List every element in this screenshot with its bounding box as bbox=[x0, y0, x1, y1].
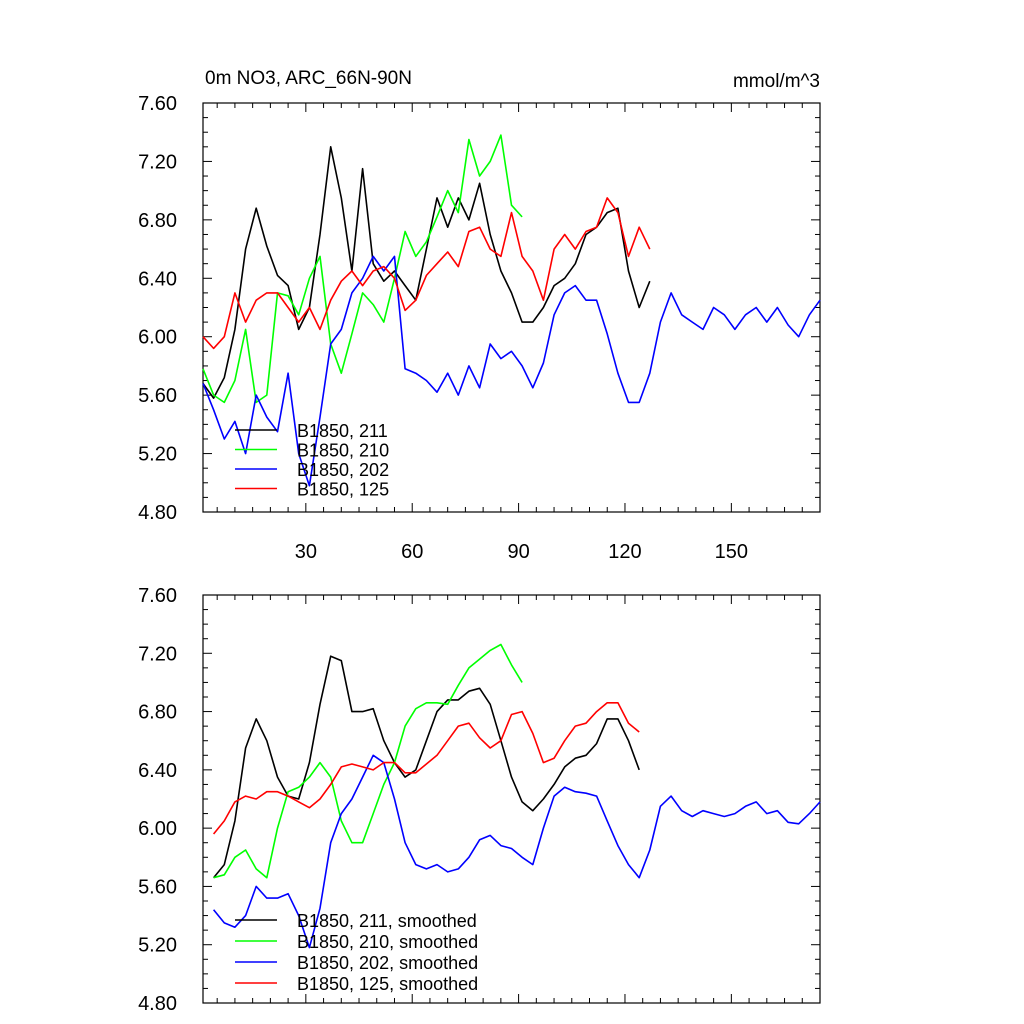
y-tick-label: 5.20 bbox=[138, 444, 177, 466]
legend-entry: B1850, 210, smoothed bbox=[297, 932, 478, 952]
y-tick-label: 6.00 bbox=[138, 818, 177, 840]
y-tick-label: 6.40 bbox=[138, 268, 177, 290]
y-tick-label: 7.60 bbox=[138, 93, 177, 115]
y-tick-label: 6.80 bbox=[138, 210, 177, 232]
plot-frame bbox=[202, 594, 821, 1004]
y-tick-label: 5.60 bbox=[138, 876, 177, 898]
units-label: mmol/m^3 bbox=[733, 71, 820, 92]
x-tick-label: 120 bbox=[608, 541, 641, 563]
x-tick-label: 60 bbox=[401, 541, 423, 563]
x-tick-label: 90 bbox=[507, 541, 529, 563]
y-tick-label: 6.80 bbox=[138, 702, 177, 724]
plot-frame bbox=[202, 102, 821, 513]
legend-entry: B1850, 125 bbox=[297, 480, 389, 500]
x-tick-label: 30 bbox=[295, 541, 317, 563]
legend-entry: B1850, 211 bbox=[297, 421, 388, 441]
legend-entry: B1850, 125, smoothed bbox=[297, 974, 478, 994]
series-line bbox=[202, 146, 651, 399]
series-line bbox=[212, 655, 640, 879]
series-line bbox=[202, 255, 821, 487]
legend-entry: B1850, 202, smoothed bbox=[297, 953, 478, 973]
series-line bbox=[202, 134, 523, 404]
series-line bbox=[212, 754, 821, 949]
y-tick-label: 7.20 bbox=[138, 151, 177, 173]
top-panel-raw: 4.80 5.20 5.60 6.00 6.40 6.80 7.20 7.60 30 60 90 12… bbox=[138, 93, 821, 563]
series-line bbox=[202, 197, 651, 350]
y-tick-label: 6.00 bbox=[138, 327, 177, 349]
y-tick-label: 5.20 bbox=[138, 935, 177, 957]
x-tick-label: 150 bbox=[715, 541, 748, 563]
y-tick-label: 7.20 bbox=[138, 643, 177, 665]
y-tick-label: 7.60 bbox=[138, 585, 177, 607]
chart-title: 0m NO3, ARC_66N-90N bbox=[205, 68, 412, 89]
y-tick-label: 4.80 bbox=[138, 993, 177, 1015]
y-tick-label: 5.60 bbox=[138, 385, 177, 407]
series-line bbox=[212, 701, 640, 835]
y-tick-label: 4.80 bbox=[138, 502, 177, 524]
bottom-panel-smoothed: 4.80 5.20 5.60 6.00 6.40 6.80 7.20 7.60 B1850, 2… bbox=[138, 585, 821, 1015]
legend-entry: B1850, 210 bbox=[297, 441, 389, 461]
legend-entry: B1850, 202 bbox=[297, 460, 389, 480]
y-tick-label: 6.40 bbox=[138, 760, 177, 782]
series-line bbox=[213, 643, 523, 879]
legend-entry: B1850, 211, smoothed bbox=[297, 911, 477, 931]
